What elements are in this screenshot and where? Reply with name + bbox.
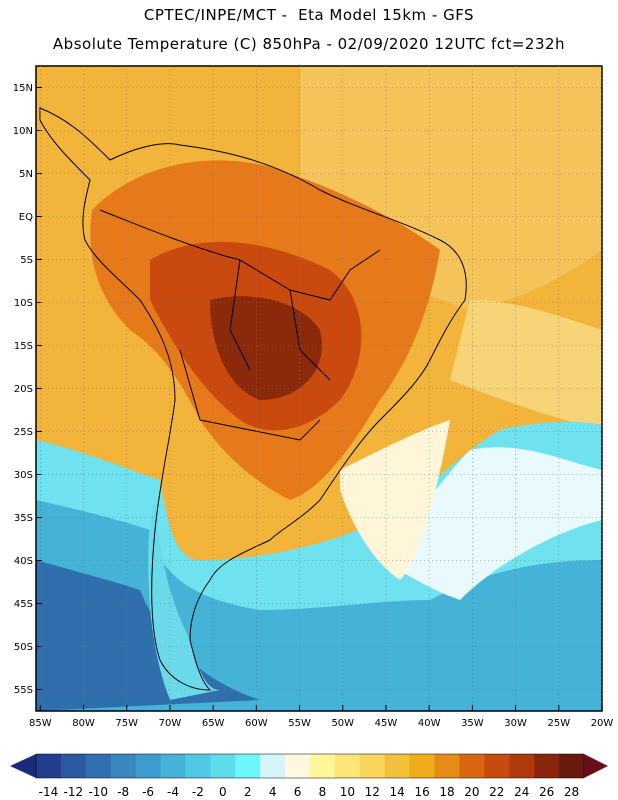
colorbar-cell — [384, 754, 411, 778]
lon-label: 35W — [461, 718, 484, 729]
colorbar-label: 22 — [489, 785, 504, 799]
south-america-coast — [39, 107, 467, 691]
lon-label: 60W — [245, 718, 268, 729]
colorbar-cell — [160, 754, 186, 778]
colorbar-cell — [185, 754, 211, 778]
lon-label: 50W — [331, 718, 354, 729]
colorbar-label: 26 — [539, 785, 554, 799]
colorbar-cell — [285, 754, 311, 778]
colorbar-label: 28 — [564, 785, 579, 799]
colorbar-cell — [310, 754, 336, 778]
colorbar-right-arrow — [584, 754, 608, 778]
land-hottest-core — [210, 296, 322, 400]
colorbar-cell — [359, 754, 386, 778]
title-model-line: CPTEC/INPE/MCT - Eta Model 15km - GFS — [143, 6, 475, 24]
colorbar-label: -2 — [192, 785, 204, 799]
coastlines — [39, 107, 467, 691]
patagonia-field — [148, 500, 220, 700]
lat-label: 20S — [14, 384, 33, 395]
lon-label: 45W — [375, 718, 398, 729]
temperature-field — [36, 66, 602, 711]
lon-label: 75W — [115, 718, 138, 729]
colorbar-labels: -14 -12 -10 -8 -6 -4 -2 0 2 4 6 8 10 12 14 16 18 20 22 24 26… — [39, 785, 580, 799]
colorbar-cell — [509, 754, 535, 778]
colorbar-label: 18 — [439, 785, 454, 799]
colorbar-cell — [85, 754, 112, 778]
lon-label: 30W — [504, 718, 527, 729]
colorbar-cell — [60, 754, 87, 778]
lat-label: 10S — [14, 298, 33, 309]
colorbar-label: 0 — [219, 785, 227, 799]
lon-label: 25W — [547, 718, 570, 729]
colorbar-label: 24 — [514, 785, 529, 799]
colorbar-cell — [484, 754, 510, 778]
colorbar-cell — [210, 754, 236, 778]
longitude-labels: 85W 80W 75W 70W 65W 60W 55W 50W 45W 40W 35W 30W 25W 2… — [29, 718, 613, 729]
gridlines — [36, 66, 603, 711]
lat-label: 5N — [19, 169, 33, 180]
colorbar-cell — [334, 754, 361, 778]
ocean-coldest-field — [36, 560, 260, 711]
coastal-mild-patch — [340, 420, 450, 580]
colorbar-cell — [260, 754, 286, 778]
plot-frame: 15N 10N 5N EQ 5S 10S 15S 20S 25S 30S 35S 40S 45S 50S 5… — [13, 65, 613, 729]
colorbar-cell — [235, 754, 261, 778]
colorbar-label: 4 — [269, 785, 277, 799]
colorbar-cell — [36, 754, 62, 778]
lat-label: 45S — [14, 599, 33, 610]
lon-label: 55W — [288, 718, 311, 729]
colorbar-cell — [459, 754, 485, 778]
colorbar-cell — [434, 754, 460, 778]
colorbar-label: 2 — [244, 785, 252, 799]
lon-label: 85W — [29, 718, 52, 729]
colorbar-label: -14 — [39, 785, 59, 799]
lat-label: 5S — [20, 255, 33, 266]
colorbar-cell — [409, 754, 436, 778]
latitude-labels: 15N 10N 5N EQ 5S 10S 15S 20S 25S 30S 35S 40S 45S 50S 5… — [13, 83, 33, 696]
lon-label: 80W — [72, 718, 95, 729]
lon-label: 20W — [591, 718, 614, 729]
lat-label: 15N — [13, 83, 33, 94]
colorbar-cell — [135, 754, 162, 778]
lat-label: 15S — [14, 341, 33, 352]
colorbar-label: 12 — [365, 785, 380, 799]
lat-label: 10N — [13, 126, 33, 137]
colorbar-label: 10 — [340, 785, 355, 799]
country-borders — [99, 209, 381, 441]
lat-label: 40S — [14, 556, 33, 567]
lat-label: 30S — [14, 470, 33, 481]
colorbar-label: 16 — [414, 785, 429, 799]
colorbar-label: -12 — [64, 785, 84, 799]
lat-label: 35S — [14, 513, 33, 524]
lon-label: 65W — [202, 718, 225, 729]
colorbar-cell — [559, 754, 585, 778]
colorbar-cells — [35, 753, 585, 779]
colorbar-label: 6 — [294, 785, 302, 799]
title-variable-line: Absolute Temperature (C) 850hPa - 02/09/… — [52, 35, 566, 53]
colorbar-label: 20 — [464, 785, 479, 799]
lon-label: 70W — [159, 718, 182, 729]
ocean-mild-tongue — [380, 447, 602, 600]
colorbar-cell — [534, 754, 560, 778]
lat-label: 55S — [14, 685, 33, 696]
colorbar-label: -8 — [117, 785, 129, 799]
colorbar-label: -6 — [142, 785, 154, 799]
colorbar-label: 8 — [319, 785, 327, 799]
lat-label: EQ — [19, 212, 33, 223]
colorbar-left-arrow — [10, 754, 36, 778]
subtropical-band — [450, 300, 602, 430]
colorbar-label: -4 — [167, 785, 179, 799]
colorbar-cell — [110, 754, 137, 778]
colorbar-label: -10 — [88, 785, 108, 799]
lat-label: 50S — [14, 642, 33, 653]
colorbar: -14 -12 -10 -8 -6 -4 -2 0 2 4 6 8 10 12 14 16 18 20 22 24 26… — [10, 753, 608, 799]
lon-label: 40W — [418, 718, 441, 729]
lat-label: 25S — [14, 427, 33, 438]
colorbar-label: 14 — [390, 785, 405, 799]
